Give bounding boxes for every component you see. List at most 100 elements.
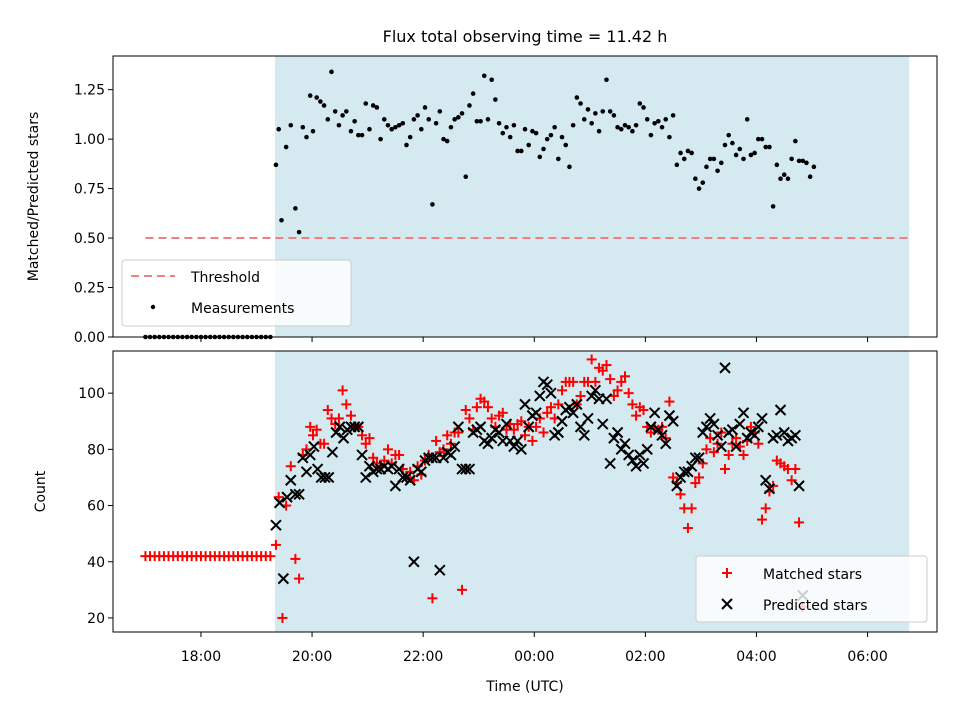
predicted-point (585, 390, 598, 402)
matched-point (557, 385, 568, 396)
predicted-point-b (545, 387, 557, 399)
time-x-axis-label: Time (UTC) (485, 679, 563, 695)
matched-point (482, 402, 493, 413)
matched-point (794, 517, 805, 528)
chart-title: Flux total observing time = 11.42 h (383, 27, 668, 46)
predicted-point (385, 460, 398, 472)
predicted-point (519, 398, 531, 411)
predicted-point (734, 418, 746, 430)
predicted-point (337, 432, 350, 444)
measurement-point (789, 156, 794, 162)
measurement-point (279, 217, 284, 223)
predicted-point-b (308, 440, 320, 453)
predicted-point-b (615, 443, 627, 456)
predicted-point (319, 471, 331, 484)
predicted-point (563, 401, 576, 413)
predicted-point-b (452, 421, 465, 433)
measurement-point (618, 126, 624, 132)
predicted-point-b (460, 463, 472, 475)
measurement-point (332, 109, 338, 114)
measurement-point (378, 136, 383, 142)
measurement-point (589, 120, 594, 126)
predicted-point-b (774, 404, 787, 416)
predicted-point-b (500, 418, 513, 430)
measurement-point (674, 162, 680, 168)
measurement-point (300, 124, 306, 130)
measurement-point (807, 174, 813, 180)
count-legend: Matched stars Predicted stars (695, 555, 928, 623)
measurement-point (393, 124, 398, 130)
measurement-point (774, 162, 780, 168)
measurement-point (485, 117, 491, 122)
ratio-panel: 0.00 0.25 0.50 0.75 1.00 1.25 Flux total obse… (26, 27, 938, 346)
predicted-point-b (415, 466, 428, 478)
predicted-point (637, 457, 650, 470)
predicted-point-b (645, 421, 657, 433)
predicted-point (671, 480, 683, 492)
matched-point (322, 405, 333, 416)
predicted-point (297, 452, 309, 464)
measurement-point (304, 134, 309, 140)
matched-point (694, 472, 705, 483)
predicted-point-b (756, 412, 768, 425)
predicted-point-b (734, 418, 746, 430)
predicted-point (445, 449, 457, 461)
legend-measurements-swatch (150, 304, 156, 310)
measurement-point (411, 117, 417, 122)
predicted-point (571, 398, 583, 411)
predicted-point-b (482, 438, 494, 450)
measurement-point (770, 204, 776, 209)
predicted-point-b (385, 460, 398, 472)
predicted-point-b (270, 519, 282, 531)
predicted-point (552, 426, 565, 439)
matched-point (471, 402, 482, 413)
measurement-point (678, 150, 683, 156)
predicted-point-b (582, 412, 594, 425)
measurement-point (518, 148, 524, 154)
matched-point (538, 427, 549, 438)
predicted-point-b (704, 412, 716, 425)
measurement-point (637, 101, 643, 106)
predicted-point-b (434, 564, 446, 576)
matched-point (479, 396, 490, 407)
predicted-point (360, 471, 372, 484)
predicted-point-b (360, 471, 372, 484)
predicted-point-b (619, 438, 631, 450)
count-y-tick-label: 60 (87, 499, 105, 515)
count-legend-box (695, 555, 928, 623)
matched-point (738, 449, 749, 460)
predicted-point (711, 429, 724, 442)
measurement-point (283, 144, 289, 150)
predicted-point-b (637, 457, 650, 470)
measurement-point (288, 122, 294, 128)
measurement-point (585, 107, 591, 112)
predicted-point-b (371, 463, 383, 475)
ratio-y-tick-label: 1.00 (74, 132, 105, 148)
predicted-point-b (652, 423, 665, 436)
measurement-point (422, 105, 428, 110)
predicted-point-b (326, 446, 339, 458)
matched-point (590, 376, 601, 387)
predicted-point-b (511, 435, 524, 447)
matched-point (464, 413, 475, 424)
ratio-y-tick-label: 0.50 (74, 231, 105, 247)
measurement-point (670, 113, 676, 118)
predicted-point (645, 421, 657, 433)
predicted-point-b (530, 407, 542, 419)
measurement-point (611, 113, 617, 118)
measurement-point (704, 164, 709, 170)
matched-point (265, 551, 276, 562)
predicted-point-b (311, 463, 324, 475)
predicted-point (452, 421, 465, 433)
predicted-point (578, 429, 590, 442)
matched-point (760, 503, 771, 514)
predicted-point (448, 440, 461, 453)
predicted-point-b (304, 449, 316, 461)
matched-point (453, 427, 464, 438)
matched-point (682, 523, 693, 534)
predicted-point-b (585, 390, 598, 402)
predicted-point-b (700, 421, 713, 433)
predicted-point-b (697, 426, 709, 439)
matched-point (442, 430, 453, 441)
matched-point (460, 405, 471, 416)
